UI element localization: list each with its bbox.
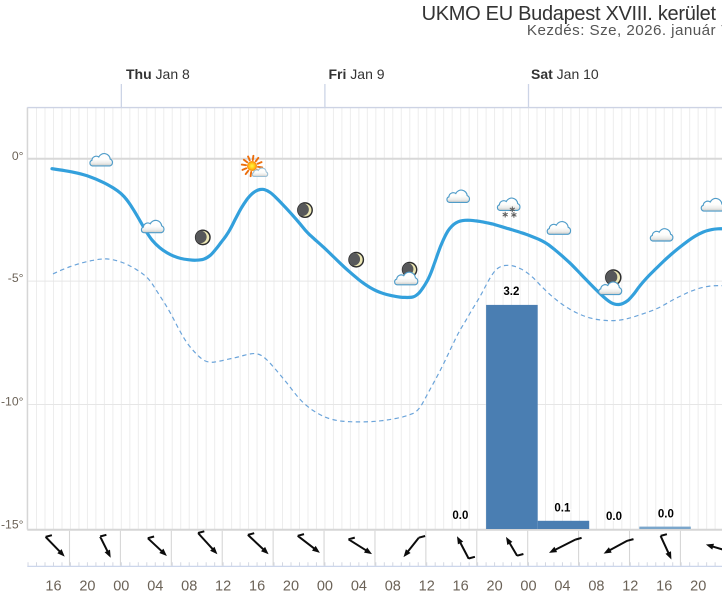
svg-text:0.1: 0.1 xyxy=(554,502,571,514)
svg-text:-5°: -5° xyxy=(8,271,24,285)
svg-text:Thu Jan 8: Thu Jan 8 xyxy=(126,66,190,82)
svg-text:00: 00 xyxy=(520,578,536,594)
svg-text:12: 12 xyxy=(419,578,435,594)
svg-text:16: 16 xyxy=(45,578,61,594)
svg-text:-15°: -15° xyxy=(1,517,24,531)
svg-text:00: 00 xyxy=(317,578,333,594)
svg-text:UKMO EU Budapest XVIII. kerüle: UKMO EU Budapest XVIII. kerület xyxy=(422,3,717,25)
svg-text:08: 08 xyxy=(181,578,197,594)
svg-text:20: 20 xyxy=(487,578,503,594)
svg-text:08: 08 xyxy=(385,578,401,594)
svg-text:12: 12 xyxy=(215,578,231,594)
svg-text:0.0: 0.0 xyxy=(452,510,468,522)
svg-text:20: 20 xyxy=(79,578,95,594)
svg-text:00: 00 xyxy=(113,578,129,594)
svg-text:20: 20 xyxy=(690,578,706,594)
svg-text:-10°: -10° xyxy=(1,395,24,409)
svg-text:12: 12 xyxy=(622,578,638,594)
svg-text:16: 16 xyxy=(656,578,672,594)
svg-text:04: 04 xyxy=(351,578,367,594)
svg-text:16: 16 xyxy=(249,578,265,594)
svg-text:0°: 0° xyxy=(12,149,24,163)
svg-text:3.2: 3.2 xyxy=(503,286,519,298)
svg-text:Kezdés: Sze, 2026. január 7: Kezdés: Sze, 2026. január 7 xyxy=(527,22,722,39)
svg-text:0.0: 0.0 xyxy=(658,508,674,520)
svg-text:Fri Jan 9: Fri Jan 9 xyxy=(329,66,385,82)
svg-text:16: 16 xyxy=(453,578,469,594)
svg-text:04: 04 xyxy=(147,578,163,594)
svg-text:20: 20 xyxy=(283,578,299,594)
svg-text:08: 08 xyxy=(588,578,604,594)
svg-text:04: 04 xyxy=(554,578,570,594)
svg-text:0.0: 0.0 xyxy=(606,511,622,523)
svg-text:Sat Jan 10: Sat Jan 10 xyxy=(531,66,599,82)
